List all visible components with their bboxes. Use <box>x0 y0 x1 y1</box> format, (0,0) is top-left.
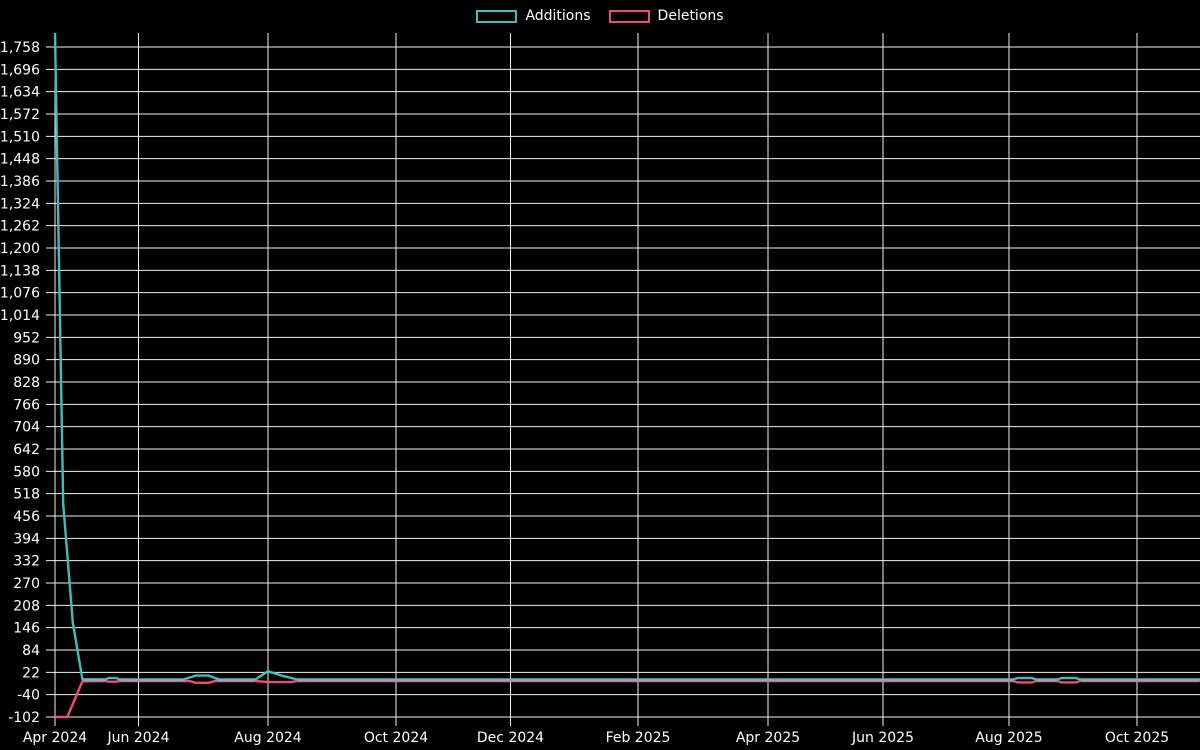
additions-swatch-icon <box>476 9 518 23</box>
x-axis-label: Dec 2024 <box>477 730 544 746</box>
y-axis-label: 828 <box>13 375 40 391</box>
y-axis-label: 1,510 <box>0 129 40 145</box>
y-axis-label: 1,138 <box>0 263 40 279</box>
deletions-swatch-icon <box>608 9 650 23</box>
y-axis-label: 580 <box>13 464 40 480</box>
legend-label-additions: Additions <box>525 8 591 24</box>
legend-label-deletions: Deletions <box>657 8 724 24</box>
x-axis-label: Feb 2025 <box>606 730 671 746</box>
y-axis-label: 1,386 <box>0 174 40 190</box>
y-axis-label: 642 <box>13 442 40 458</box>
y-axis-label: -102 <box>8 710 40 726</box>
legend-item-additions[interactable]: Additions <box>476 8 591 24</box>
x-axis-label: Jun 2025 <box>851 730 914 746</box>
y-axis-label: 1,758 <box>0 40 40 56</box>
y-axis-label: 1,634 <box>0 85 40 101</box>
y-axis-label: 332 <box>13 554 40 570</box>
y-axis-label: 704 <box>13 420 40 436</box>
y-axis-label: 270 <box>13 576 40 592</box>
y-axis-label: 1,076 <box>0 286 40 302</box>
y-axis-label: 22 <box>22 665 40 681</box>
y-axis-label: 1,262 <box>0 219 40 235</box>
x-axis-label: Aug 2025 <box>975 730 1042 746</box>
y-axis-label: 518 <box>13 487 40 503</box>
y-axis-label: 952 <box>13 330 40 346</box>
y-axis-label: 1,696 <box>0 62 40 78</box>
y-axis-label: 766 <box>13 397 40 413</box>
x-axis-label: Oct 2025 <box>1105 730 1169 746</box>
x-axis-label: Apr 2025 <box>736 730 800 746</box>
legend: Additions Deletions <box>0 6 1200 26</box>
y-axis-label: -40 <box>17 688 40 704</box>
y-axis-label: 456 <box>13 509 40 525</box>
y-axis-label: 1,014 <box>0 308 40 324</box>
y-axis-label: 890 <box>13 353 40 369</box>
y-axis-label: 84 <box>22 643 40 659</box>
x-axis-label: Jun 2024 <box>107 730 170 746</box>
y-axis-label: 1,448 <box>0 152 40 168</box>
deletions-line <box>55 679 1200 719</box>
legend-item-deletions[interactable]: Deletions <box>608 8 724 24</box>
y-axis-label: 1,572 <box>0 107 40 123</box>
y-axis-label: 394 <box>13 531 40 547</box>
x-axis-label: Oct 2024 <box>364 730 428 746</box>
y-axis-label: 208 <box>13 598 40 614</box>
additions-line <box>53 32 1200 681</box>
y-axis-label: 146 <box>13 621 40 637</box>
x-axis-label: Apr 2024 <box>23 730 87 746</box>
x-axis-label: Aug 2024 <box>234 730 302 746</box>
y-axis-label: 1,200 <box>0 241 40 257</box>
y-axis-label: 1,324 <box>0 196 40 212</box>
